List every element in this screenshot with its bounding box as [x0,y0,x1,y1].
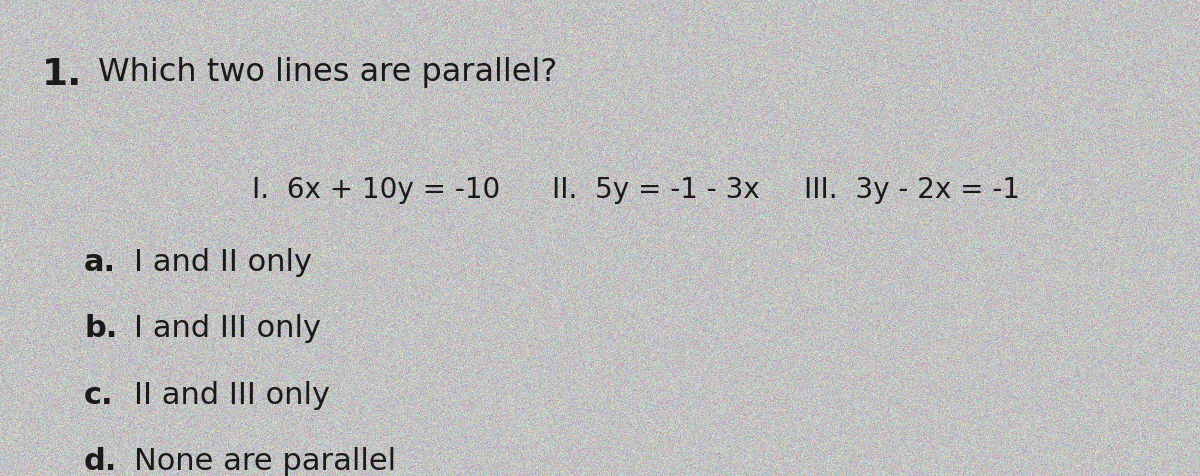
Text: I and III only: I and III only [134,314,322,343]
Text: I and II only: I and II only [134,248,312,277]
Text: d.: d. [84,447,118,476]
Text: II.  5y = -1 - 3x: II. 5y = -1 - 3x [552,176,760,204]
Text: I.  6x + 10y = -10: I. 6x + 10y = -10 [252,176,500,204]
Text: Which two lines are parallel?: Which two lines are parallel? [98,57,558,88]
Text: b.: b. [84,314,118,343]
Text: III.  3y - 2x = -1: III. 3y - 2x = -1 [804,176,1020,204]
Text: II and III only: II and III only [134,381,330,410]
Text: a.: a. [84,248,116,277]
Text: 1.: 1. [42,57,83,93]
Text: c.: c. [84,381,114,410]
Text: None are parallel: None are parallel [134,447,396,476]
